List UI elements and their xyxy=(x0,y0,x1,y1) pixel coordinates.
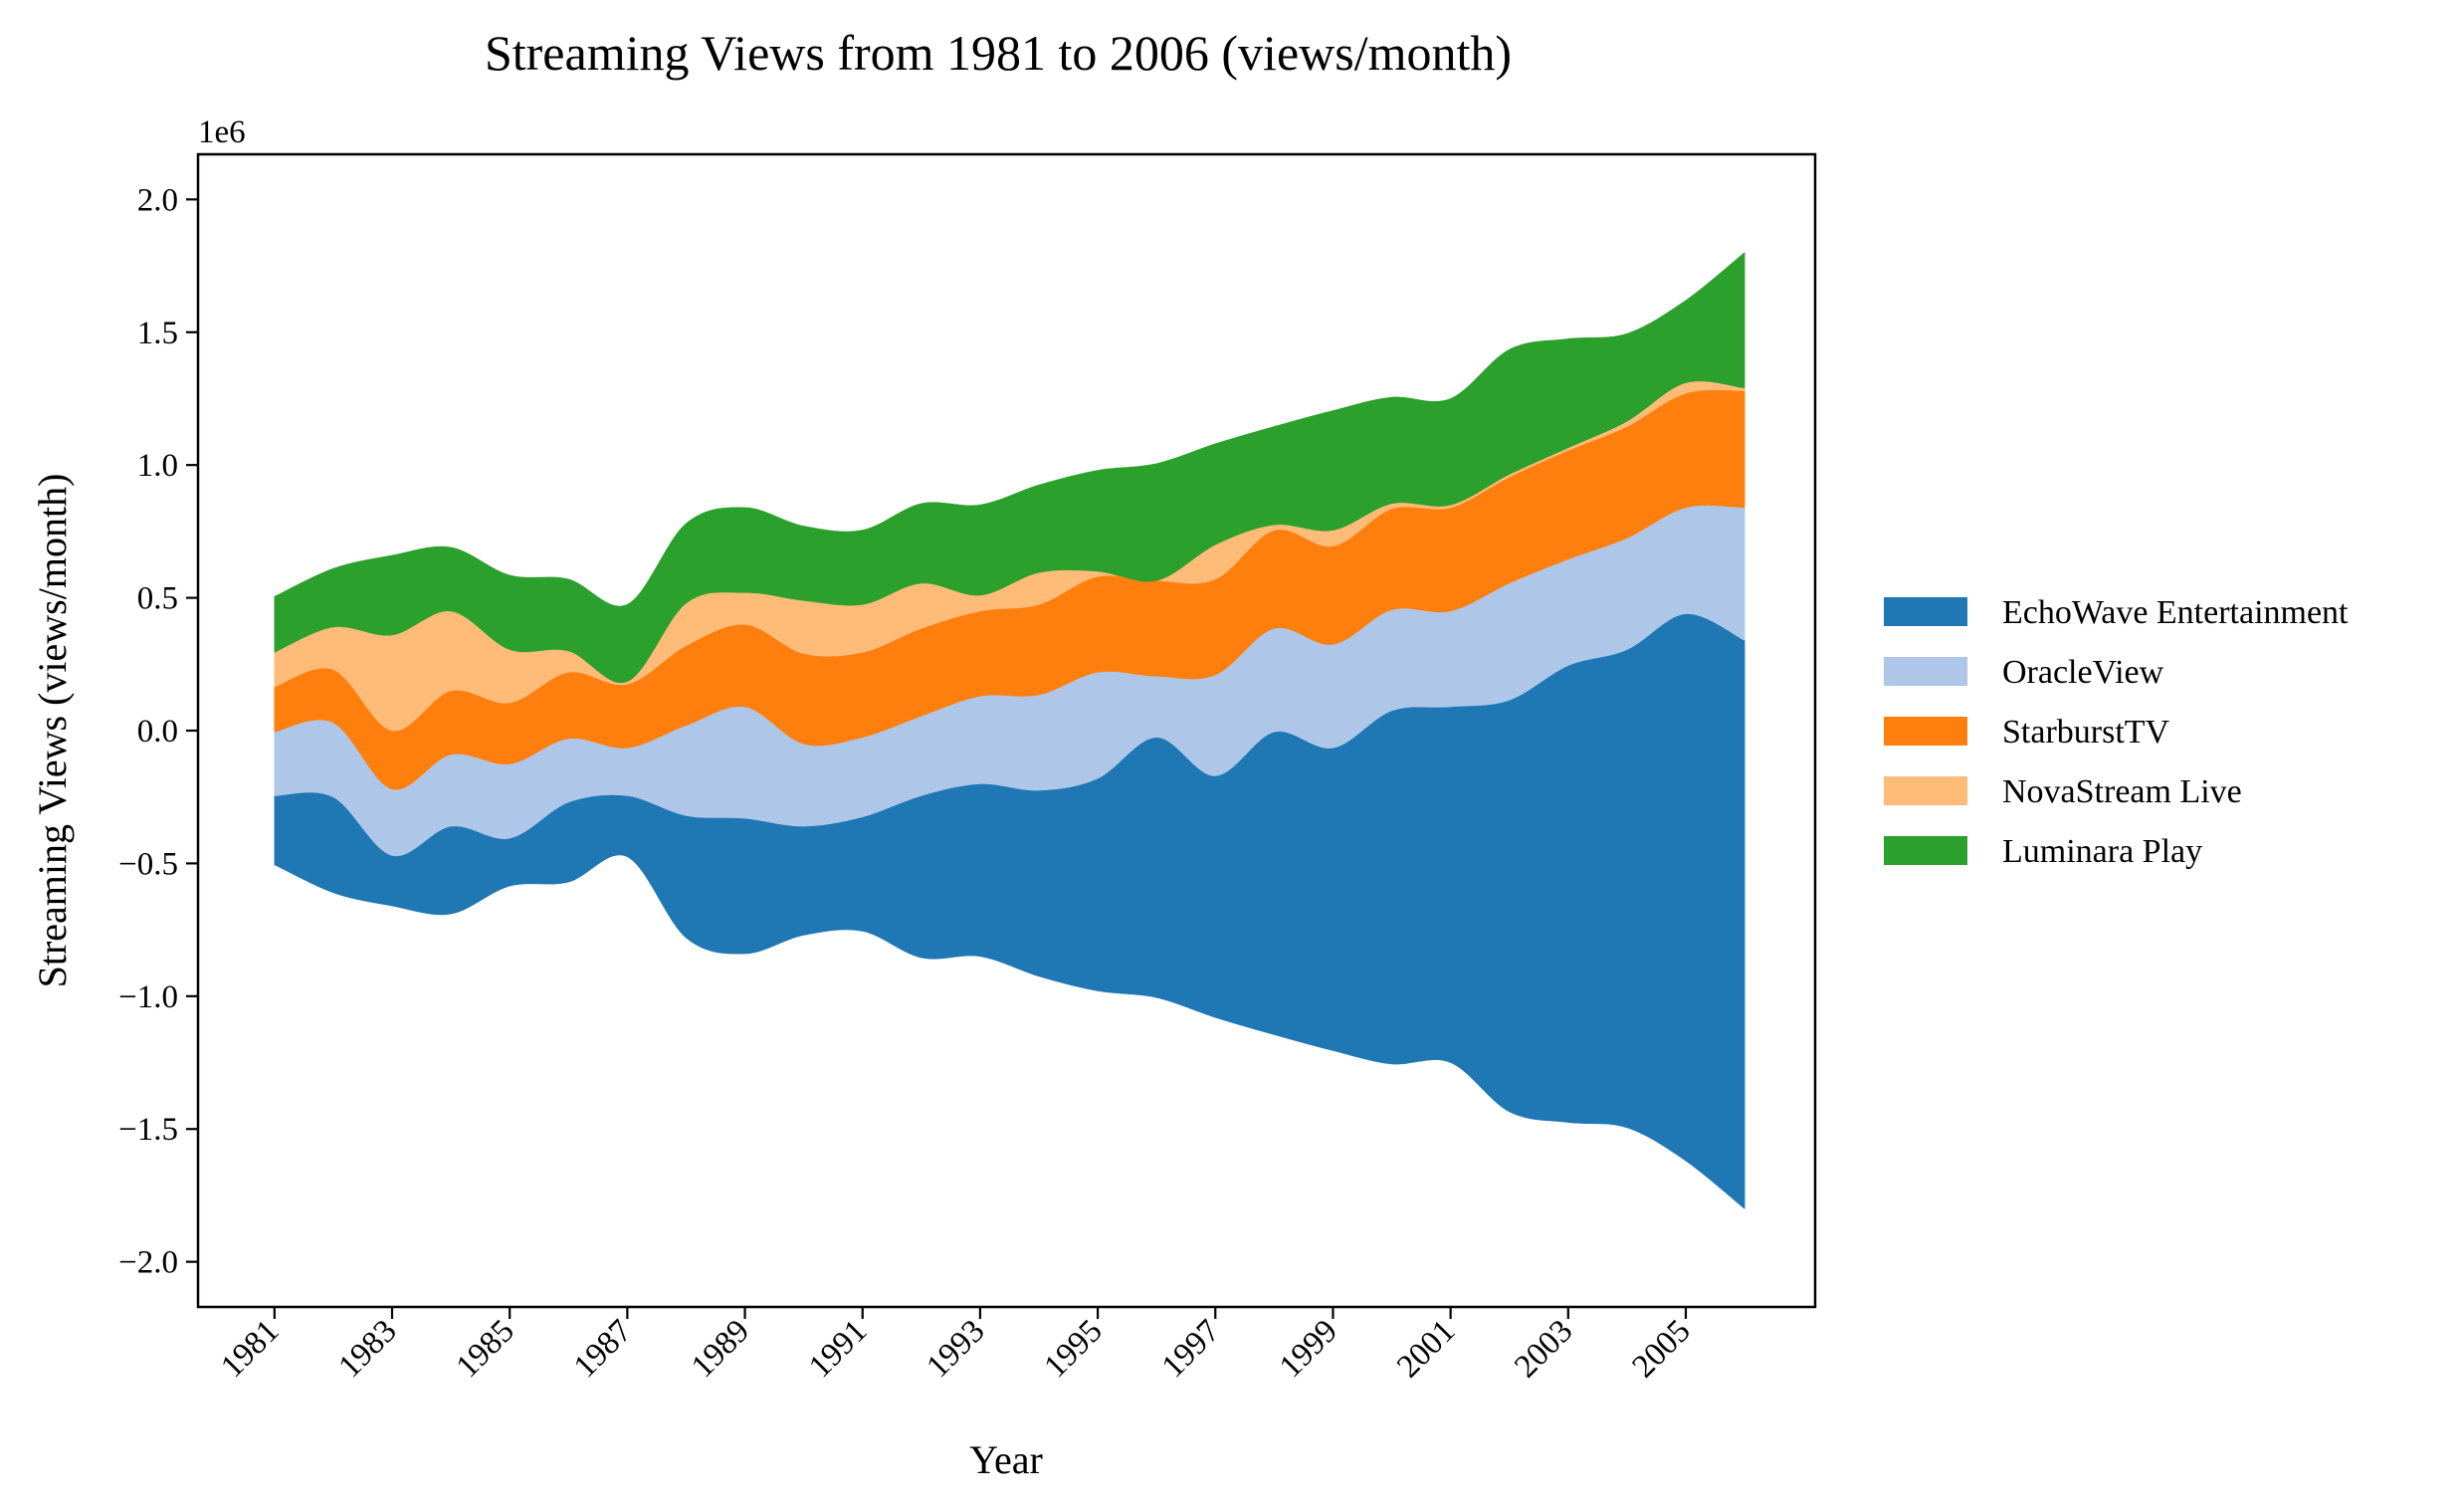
y-offset-text: 1e6 xyxy=(198,114,246,150)
x-tick-label: 1989 xyxy=(685,1313,756,1385)
area-luminara-play xyxy=(274,252,1745,684)
y-axis-label: Streaming Views (views/month) xyxy=(30,474,75,988)
x-tick-label: 1991 xyxy=(802,1313,874,1385)
x-axis: 1981 1983 1985 1987 1989 1991 1993 1995 1997 1999… xyxy=(214,1307,1698,1385)
x-tick-label: 2003 xyxy=(1508,1313,1579,1385)
x-tick-label: 2001 xyxy=(1390,1313,1462,1385)
legend: EchoWave Entertainment OracleView Starburs… xyxy=(1884,594,2349,870)
stream-areas xyxy=(274,252,1745,1209)
x-tick-label: 1995 xyxy=(1038,1313,1110,1385)
y-tick-label: 0.5 xyxy=(137,581,178,617)
legend-label: NovaStream Live xyxy=(2002,773,2242,810)
legend-label: Luminara Play xyxy=(2002,833,2202,870)
y-tick-label: 2.0 xyxy=(137,182,178,218)
y-tick-label: −1.5 xyxy=(118,1112,178,1148)
legend-label: StarburstTV xyxy=(2002,714,2170,751)
legend-swatch xyxy=(1884,836,1967,865)
x-tick-label: 1981 xyxy=(214,1313,286,1385)
x-tick-label: 1997 xyxy=(1155,1313,1227,1385)
legend-swatch xyxy=(1884,657,1967,686)
x-axis-label: Year xyxy=(969,1437,1043,1482)
y-tick-label: 1.0 xyxy=(137,448,178,484)
y-tick-label: −1.0 xyxy=(118,979,178,1015)
legend-swatch xyxy=(1884,597,1967,626)
x-tick-label: 2005 xyxy=(1626,1313,1698,1385)
legend-swatch xyxy=(1884,717,1967,746)
x-tick-label: 1993 xyxy=(920,1313,991,1385)
chart-title: Streaming Views from 1981 to 2006 (views… xyxy=(485,25,1512,81)
y-tick-label: −0.5 xyxy=(118,846,178,882)
y-axis: −2.0 −1.5 −1.0 −0.5 0.0 0.5 1.0 1.5 2.0 xyxy=(118,182,198,1281)
x-tick-label: 1985 xyxy=(450,1313,521,1385)
x-tick-label: 1987 xyxy=(567,1313,639,1385)
legend-label: OracleView xyxy=(2002,654,2164,691)
y-tick-label: 1.5 xyxy=(137,316,178,351)
legend-swatch xyxy=(1884,776,1967,805)
y-tick-label: −2.0 xyxy=(118,1245,178,1281)
x-tick-label: 1983 xyxy=(332,1313,404,1385)
legend-label: EchoWave Entertainment xyxy=(2002,594,2349,631)
y-tick-label: 0.0 xyxy=(137,714,178,750)
x-tick-label: 1999 xyxy=(1273,1313,1344,1385)
